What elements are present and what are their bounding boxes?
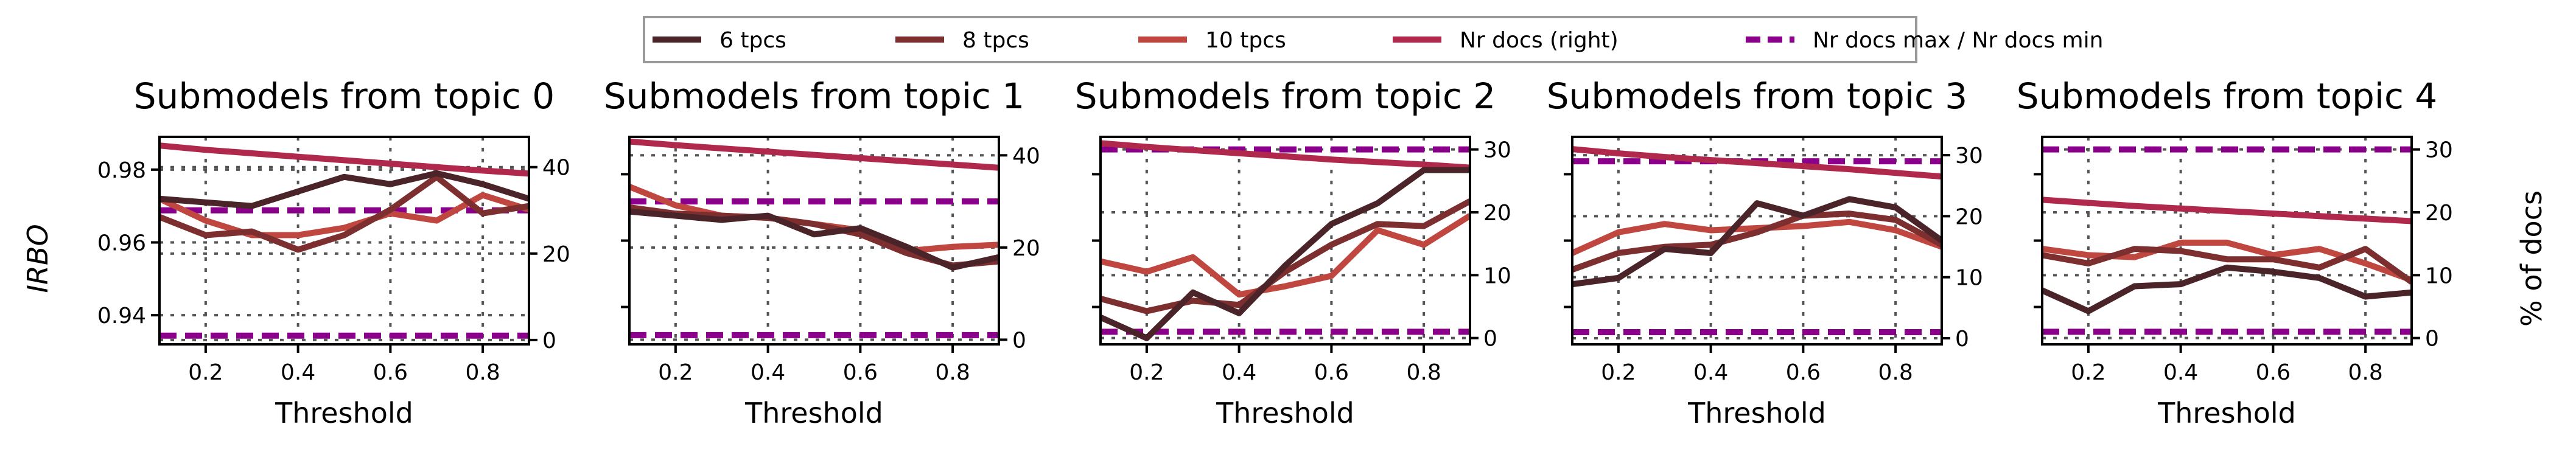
- y2tick-label-1-2: 40: [1012, 144, 1040, 169]
- panel-title-2: Submodels from topic 2: [1075, 75, 1496, 117]
- series-line-4-0: [2042, 264, 2412, 315]
- y2tick-label-2-0: 0: [1483, 327, 1497, 352]
- xtick-label-4-3: 0.8: [2348, 360, 2382, 385]
- legend-label-4: Nr docs max / Nr docs min: [1813, 28, 2103, 53]
- y2tick-label-2-3: 30: [1483, 138, 1511, 163]
- legend-label-3: Nr docs (right): [1460, 28, 1619, 53]
- legend-label-0: 6 tpcs: [719, 28, 786, 53]
- xtick-label-1-1: 0.4: [751, 360, 785, 385]
- xlabel-1: Threshold: [744, 397, 883, 429]
- series-line-3-2: [1572, 218, 1942, 256]
- xlabel-0: Threshold: [275, 397, 413, 429]
- series-line-3-1: [1572, 210, 1942, 273]
- nrdocs-line-1: [629, 138, 999, 171]
- y2tick-label-3-1: 10: [1955, 266, 1983, 291]
- legend-frame: [643, 16, 1917, 63]
- xtick-label-2-0: 0.2: [1129, 360, 1164, 385]
- xtick-label-3-2: 0.6: [1786, 360, 1821, 385]
- xtick-label-0-3: 0.8: [465, 360, 500, 385]
- series-line-3-0: [1572, 196, 1942, 288]
- nrdocs-line-4: [2042, 196, 2412, 224]
- series-line-2-2: [1101, 213, 1470, 298]
- left-axis-label: IRBO: [21, 224, 54, 293]
- xtick-label-3-1: 0.4: [1693, 360, 1728, 385]
- ytick-label-0-1: 0.96: [97, 231, 146, 256]
- xtick-label-2-3: 0.8: [1406, 360, 1441, 385]
- y2tick-label-4-1: 10: [2425, 263, 2453, 288]
- ytick-label-0-0: 0.94: [97, 304, 146, 329]
- xlabel-2: Threshold: [1216, 397, 1354, 429]
- panels: Submodels from topic 0 0.2 0.4 0.6 0.8 Thresh…: [97, 75, 2453, 429]
- y2tick-label-2-2: 20: [1483, 201, 1511, 226]
- y2tick-label-3-3: 30: [1955, 144, 1983, 169]
- series-line-0-0: [159, 170, 529, 209]
- nrdocs-line-0: [159, 142, 529, 177]
- xtick-label-2-2: 0.6: [1314, 360, 1349, 385]
- legend-label-1: 8 tpcs: [962, 28, 1029, 53]
- series-line-2-0: [1101, 167, 1470, 341]
- panel-1: Submodels from topic 1 0.2 0.4 0.6 0.8 Thresh…: [604, 75, 1040, 429]
- xtick-label-1-0: 0.2: [658, 360, 693, 385]
- panel-2: Submodels from topic 2 0.2 0.4 0.6 0.8 Thresh…: [1075, 75, 1511, 429]
- panel-title-4: Submodels from topic 4: [2017, 75, 2437, 117]
- series-line-0-1: [159, 173, 529, 253]
- panel-frame-1: [628, 136, 1000, 346]
- xtick-label-3-3: 0.8: [1878, 360, 1913, 385]
- panel-frame-0: [158, 136, 530, 346]
- xtick-label-4-1: 0.4: [2163, 360, 2198, 385]
- y2tick-label-4-0: 0: [2425, 327, 2439, 352]
- xtick-label-0-1: 0.4: [281, 360, 315, 385]
- y2tick-label-4-2: 20: [2425, 201, 2453, 226]
- legend-label-2: 10 tpcs: [1205, 28, 1286, 53]
- y2tick-label-3-0: 0: [1955, 327, 1969, 352]
- panel-0: Submodels from topic 0 0.2 0.4 0.6 0.8 Thresh…: [97, 75, 570, 429]
- xlabel-4: Threshold: [2157, 397, 2296, 429]
- panel-3: Submodels from topic 3 0.2 0.4 0.6 0.8 Thresh…: [1547, 75, 1983, 429]
- y2tick-label-0-2: 40: [542, 156, 570, 181]
- xlabel-3: Threshold: [1687, 397, 1826, 429]
- panel-title-3: Submodels from topic 3: [1547, 75, 1967, 117]
- xtick-label-3-0: 0.2: [1601, 360, 1636, 385]
- panel-title-0: Submodels from topic 0: [134, 75, 555, 117]
- legend: 6 tpcs 8 tpcs 10 tpcs Nr docs (right) Nr doc…: [643, 16, 2103, 63]
- ytick-label-0-2: 0.98: [97, 158, 146, 183]
- xtick-label-1-2: 0.6: [843, 360, 878, 385]
- xtick-label-1-3: 0.8: [935, 360, 970, 385]
- panel-title-1: Submodels from topic 1: [604, 75, 1024, 117]
- xtick-label-0-0: 0.2: [188, 360, 223, 385]
- series-line-1-0: [629, 208, 999, 271]
- xtick-label-4-2: 0.6: [2256, 360, 2291, 385]
- xtick-label-0-2: 0.6: [373, 360, 408, 385]
- y2tick-label-1-1: 20: [1012, 236, 1040, 261]
- y2tick-label-2-1: 10: [1483, 263, 1511, 288]
- right-axis-label: % of docs: [2515, 190, 2548, 327]
- nrdocs-line-3: [1572, 146, 1942, 180]
- panel-frame-3: [1571, 136, 1943, 346]
- y2tick-label-1-0: 0: [1012, 328, 1026, 353]
- xtick-label-4-0: 0.2: [2071, 360, 2105, 385]
- nrdocs-line-2: [1101, 140, 1470, 171]
- y2tick-label-0-1: 20: [542, 242, 570, 267]
- y2tick-label-0-0: 0: [542, 329, 556, 353]
- panel-4: Submodels from topic 4 0.2 0.4 0.6 0.8 Thresh…: [2017, 75, 2453, 429]
- series-line-4-1: [2042, 246, 2412, 285]
- y2tick-label-3-2: 20: [1955, 204, 1983, 229]
- y2tick-label-4-3: 30: [2425, 138, 2453, 163]
- xtick-label-2-1: 0.4: [1222, 360, 1256, 385]
- series-line-2-1: [1101, 198, 1470, 315]
